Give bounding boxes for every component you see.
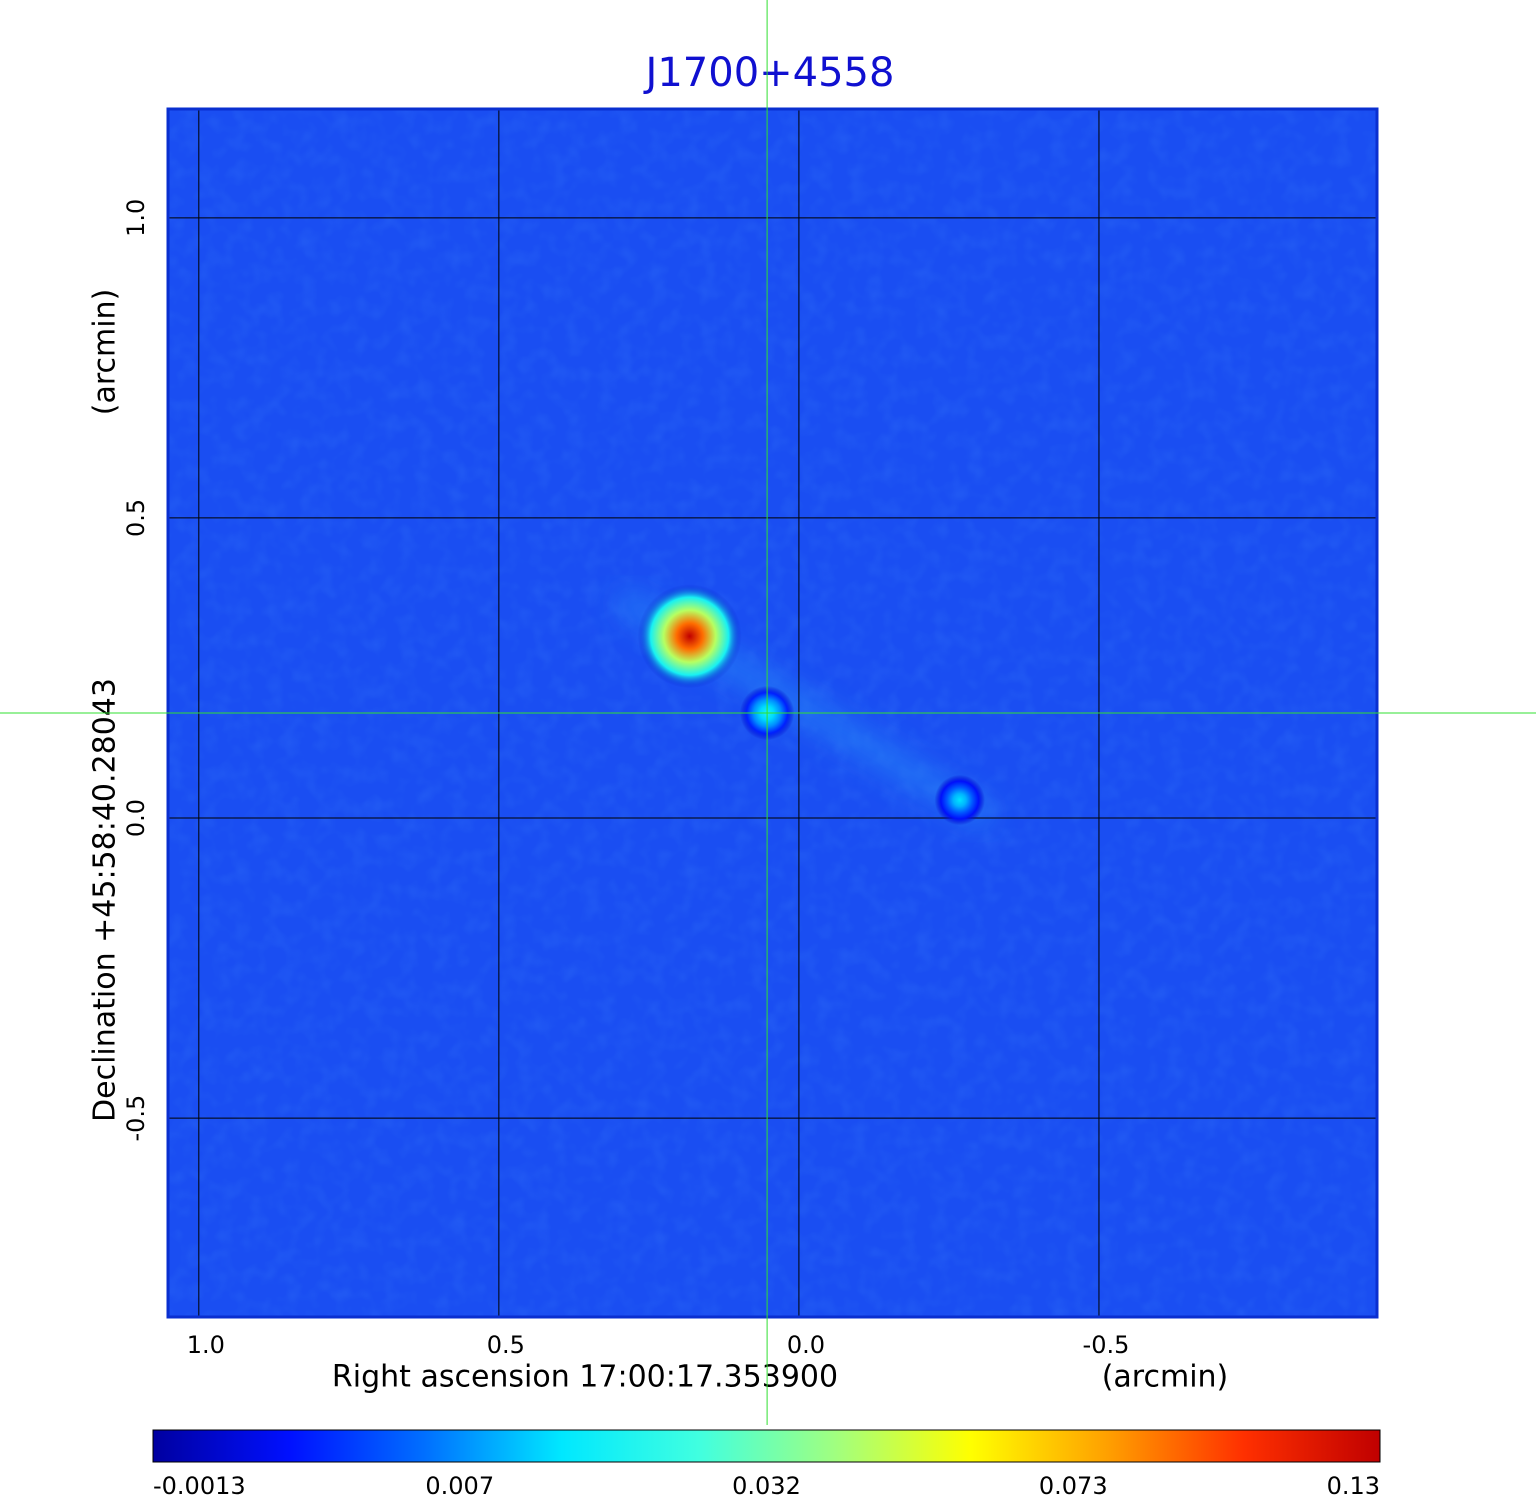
colorbar bbox=[152, 1429, 1381, 1463]
y-tick-label: 0.5 bbox=[122, 499, 150, 537]
source bbox=[934, 774, 985, 826]
chart-title: J1700+4558 bbox=[643, 50, 895, 96]
y-axis-unit: (arcmin) bbox=[88, 289, 123, 416]
source bbox=[637, 584, 742, 689]
y-tick-label: -0.5 bbox=[122, 1095, 150, 1142]
x-axis-label: Right ascension 17:00:17.353900 bbox=[332, 1360, 838, 1395]
x-tick-label: 0.0 bbox=[787, 1331, 825, 1359]
colorbar-tick-label: 0.007 bbox=[425, 1472, 494, 1500]
y-axis-label: Declination +45:58:40.28043 bbox=[88, 678, 123, 1122]
x-axis-unit: (arcmin) bbox=[1102, 1360, 1229, 1395]
x-tick-label: 0.5 bbox=[487, 1331, 525, 1359]
x-tick-label: -0.5 bbox=[1083, 1331, 1130, 1359]
colorbar-tick-label: -0.0013 bbox=[153, 1472, 246, 1500]
colorbar-tick-label: 0.073 bbox=[1039, 1472, 1108, 1500]
y-tick-label: 1.0 bbox=[122, 199, 150, 237]
y-tick-label: 0.0 bbox=[122, 799, 150, 837]
x-tick-label: 1.0 bbox=[187, 1331, 225, 1359]
colorbar-tick-label: 0.032 bbox=[732, 1472, 801, 1500]
colorbar-tick-label: 0.13 bbox=[1327, 1472, 1380, 1500]
